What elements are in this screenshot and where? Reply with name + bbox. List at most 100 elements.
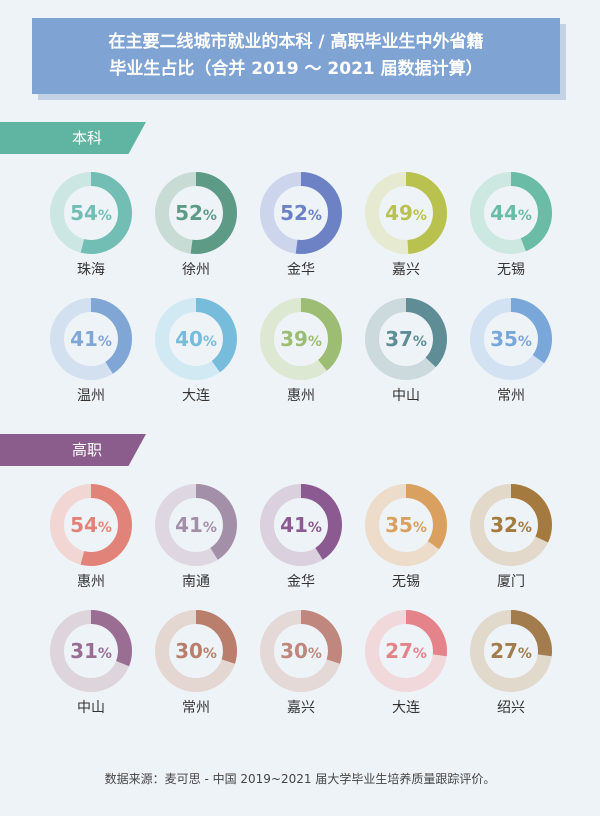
donut-value-label: 44% [490,201,532,225]
donut-slice [470,172,552,254]
donut-slice [155,484,237,566]
city-label: 常州 [182,700,210,716]
city-label: 金华 [287,574,315,590]
donut-slice [365,610,447,692]
donut-gaozhi-4: 35% 无锡 [358,482,454,592]
city-label: 绍兴 [497,700,525,716]
donut-value-label: 31% [70,639,112,663]
donut-chart: 35% [470,298,552,380]
donut-value-label: 39% [280,327,322,351]
donut-value-label: 49% [385,201,427,225]
donut-slice [260,298,342,380]
donut-value-label: 27% [385,639,427,663]
donut-slice [50,172,132,254]
donut-value-label: 41% [175,513,217,537]
donut-chart: 31% [50,610,132,692]
donut-chart: 35% [365,484,447,566]
donut-value-label: 40% [175,327,217,351]
city-label: 温州 [77,388,105,404]
title-line-1: 在主要二线城市就业的本科 / 高职毕业生中外省籍 [108,32,484,52]
donut-value-label: 54% [70,201,112,225]
donut-value-label: 35% [385,513,427,537]
title-line-2: 毕业生占比（合并 2019 ～ 2021 届数据计算） [109,59,483,79]
donut-chart: 39% [260,298,342,380]
donut-slice [50,484,132,566]
donut-benke-7: 40% 大连 [148,296,244,406]
donut-value-label: 35% [490,327,532,351]
donut-benke-5: 44% 无锡 [463,170,559,280]
city-label: 大连 [392,700,420,716]
donut-value-label: 52% [280,201,322,225]
donut-value-label: 32% [490,513,532,537]
donut-slice [365,484,447,566]
donut-slice [155,298,237,380]
donut-value-label: 27% [490,639,532,663]
donut-slice [470,484,552,566]
donut-slice [260,610,342,692]
donut-gaozhi-1: 54% 惠州 [43,482,139,592]
city-label: 南通 [182,574,210,590]
donut-gaozhi-7: 30% 常州 [148,608,244,718]
donut-chart: 27% [365,610,447,692]
donut-benke-3: 52% 金华 [253,170,349,280]
city-label: 常州 [497,388,525,404]
donut-benke-10: 35% 常州 [463,296,559,406]
city-label: 徐州 [182,262,210,278]
section-tag-gaozhi: 高职 [0,434,146,466]
donut-value-label: 41% [70,327,112,351]
donut-gaozhi-6: 31% 中山 [43,608,139,718]
donut-value-label: 30% [280,639,322,663]
donut-chart: 54% [50,484,132,566]
title-banner: 在主要二线城市就业的本科 / 高职毕业生中外省籍 毕业生占比（合并 2019 ～… [32,18,560,94]
city-label: 嘉兴 [287,700,315,716]
donut-chart: 41% [155,484,237,566]
donut-slice [470,610,552,692]
city-label: 无锡 [392,574,420,590]
donut-benke-2: 52% 徐州 [148,170,244,280]
donut-gaozhi-9: 27% 大连 [358,608,454,718]
city-label: 金华 [287,262,315,278]
city-label: 中山 [392,388,420,404]
donut-value-label: 30% [175,639,217,663]
donut-benke-9: 37% 中山 [358,296,454,406]
donut-chart: 41% [260,484,342,566]
city-label: 珠海 [77,262,105,278]
city-label: 惠州 [77,574,105,590]
donut-gaozhi-10: 27% 绍兴 [463,608,559,718]
donut-value-label: 41% [280,513,322,537]
city-label: 厦门 [497,574,525,590]
donut-slice [260,484,342,566]
donut-value-label: 54% [70,513,112,537]
donut-chart: 30% [155,610,237,692]
donut-benke-6: 41% 温州 [43,296,139,406]
donut-slice [155,610,237,692]
donut-benke-8: 39% 惠州 [253,296,349,406]
section-tag-benke: 本科 [0,122,146,154]
donut-slice [365,298,447,380]
donut-gaozhi-8: 30% 嘉兴 [253,608,349,718]
donut-chart: 37% [365,298,447,380]
donut-value-label: 37% [385,327,427,351]
city-label: 大连 [182,388,210,404]
donut-gaozhi-5: 32% 厦门 [463,482,559,592]
donut-slice [50,298,132,380]
donut-chart: 40% [155,298,237,380]
city-label: 中山 [77,700,105,716]
donut-slice [50,610,132,692]
donut-slice [470,298,552,380]
donut-chart: 30% [260,610,342,692]
donut-chart: 32% [470,484,552,566]
donut-chart: 44% [470,172,552,254]
donut-benke-1: 54% 珠海 [43,170,139,280]
city-label: 嘉兴 [392,262,420,278]
donut-slice [365,172,447,254]
donut-slice [155,172,237,254]
donut-chart: 27% [470,610,552,692]
city-label: 无锡 [497,262,525,278]
city-label: 惠州 [287,388,315,404]
donut-chart: 49% [365,172,447,254]
donut-gaozhi-2: 41% 南通 [148,482,244,592]
donut-value-label: 52% [175,201,217,225]
source-note: 数据来源：麦可思 - 中国 2019~2021 届大学毕业生培养质量跟踪评价。 [104,772,496,786]
donut-chart: 54% [50,172,132,254]
